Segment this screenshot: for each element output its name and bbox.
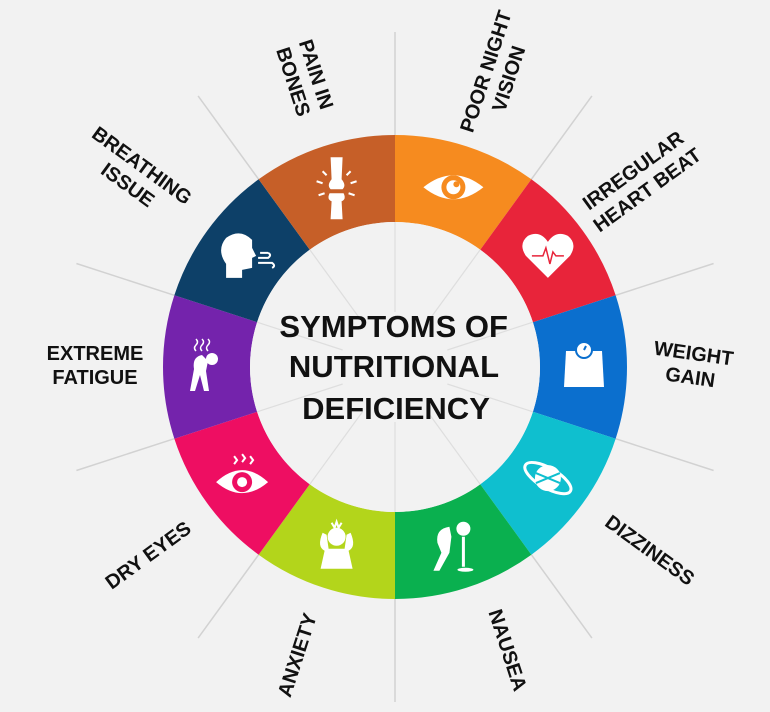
label-dizziness: DIZZINESS [601,511,698,590]
spoke-line [530,95,593,180]
label-line: GAIN [664,364,717,393]
breathing-head-icon [221,233,276,278]
label-line: DRY EYES [102,518,196,595]
label-nausea: NAUSEA [484,607,531,694]
eye-icon [423,175,484,200]
spokes [76,32,714,702]
inner-spoke-line [256,383,343,413]
spoke-line [615,262,714,297]
segment [258,135,395,250]
inner-spokes [256,222,534,512]
label-pain-in-bones: PAIN INBONES [271,37,337,120]
title-line-2: NUTRITIONAL [289,349,499,384]
label-line: NAUSEA [484,607,531,694]
tired-person-icon [190,338,218,391]
irritated-eye-icon [216,453,269,494]
inner-spoke-line [256,321,343,351]
title-line-3: DEFICIENCY [302,391,490,426]
weighing-scale-icon [564,341,604,387]
label-line: WEIGHT [652,338,734,371]
label-anxiety: ANXIETY [274,610,322,700]
spoke-line [197,95,260,180]
inner-spoke-line [426,249,481,323]
label-dry-eyes: DRY EYES [102,518,196,595]
inner-spoke-line [309,249,364,323]
inner-spoke-line [309,411,364,485]
spoke-line [530,554,593,639]
title-line-1: SYMPTOMS OF [279,309,508,344]
inner-spoke-line [447,383,534,413]
label-weight-gain: WEIGHTGAIN [649,338,735,395]
spoke-line [615,437,714,472]
bone-joint-icon [316,157,357,220]
center-circle [250,222,540,512]
label-breathing-issue: BREATHINGISSUE [73,123,195,229]
label-line: FATIGUE [52,367,137,389]
label-line: EXTREME [47,343,144,365]
label-line: ANXIETY [274,610,322,700]
dizziness-orbit-icon [523,460,573,496]
diagram-title: SYMPTOMS OF NUTRITIONAL DEFICIENCY [279,309,516,426]
inner-spoke-line [426,411,481,485]
label-irregular-heart-beat: IRREGULARHEART BEAT [576,125,706,237]
segment [163,295,258,439]
heartbeat-icon [522,233,574,278]
inner-spoke-line [447,321,534,351]
stressed-person-icon [320,518,354,569]
spoke-line [76,437,175,472]
icons [190,157,604,572]
label-extreme-fatigue: EXTREME FATIGUE [47,343,144,389]
spoke-line [197,554,260,639]
label-line: DIZZINESS [601,511,698,590]
vomiting-person-icon [433,521,474,572]
label-poor-night-vision: POOR NIGHTVISION [457,8,540,143]
spoke-line [76,262,175,297]
